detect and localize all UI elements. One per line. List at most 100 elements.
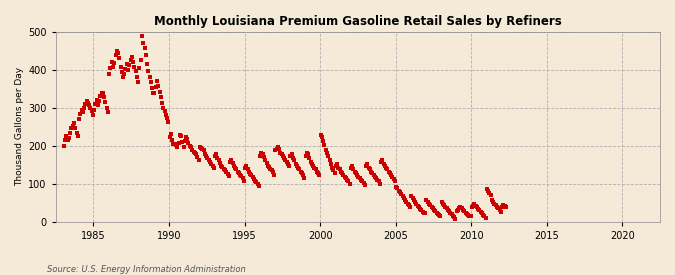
Point	[490, 203, 501, 207]
Point	[173, 141, 184, 145]
Point	[449, 215, 460, 219]
Point	[421, 198, 432, 203]
Point	[317, 135, 327, 140]
Point	[477, 211, 487, 216]
Point	[485, 193, 496, 197]
Point	[394, 188, 404, 193]
Point	[286, 152, 297, 156]
Point	[329, 171, 340, 175]
Point	[155, 95, 166, 100]
Point	[305, 160, 316, 164]
Point	[192, 155, 202, 160]
Point	[183, 141, 194, 145]
Point	[63, 136, 74, 141]
Point	[425, 203, 435, 207]
Point	[325, 162, 336, 166]
Point	[91, 98, 102, 103]
Point	[397, 194, 408, 198]
Point	[468, 204, 479, 208]
Point	[212, 156, 223, 160]
Point	[357, 179, 368, 184]
Point	[154, 90, 165, 94]
Point	[168, 142, 179, 146]
Point	[174, 133, 185, 138]
Point	[479, 214, 490, 219]
Point	[323, 154, 333, 159]
Point	[381, 166, 392, 170]
Point	[443, 207, 454, 212]
Point	[103, 109, 113, 114]
Point	[132, 75, 142, 79]
Point	[353, 175, 364, 179]
Point	[236, 174, 247, 178]
Point	[98, 91, 109, 96]
Point	[234, 171, 244, 175]
Point	[206, 162, 217, 166]
Point	[248, 177, 259, 182]
Point	[386, 173, 397, 178]
Point	[448, 213, 458, 218]
Point	[152, 78, 163, 83]
Point	[182, 137, 192, 141]
Point	[129, 65, 140, 69]
Point	[324, 158, 335, 163]
Point	[369, 175, 380, 179]
Point	[84, 103, 95, 107]
Point	[138, 40, 148, 45]
Point	[319, 143, 330, 147]
Point	[423, 200, 433, 204]
Point	[200, 152, 211, 156]
Point	[309, 166, 320, 170]
Point	[437, 201, 448, 206]
Point	[497, 203, 508, 207]
Point	[231, 167, 242, 172]
Point	[360, 163, 371, 168]
Point	[250, 178, 261, 183]
Point	[90, 102, 101, 106]
Title: Monthly Louisiana Premium Gasoline Retail Sales by Refiners: Monthly Louisiana Premium Gasoline Retai…	[154, 15, 562, 28]
Point	[133, 80, 144, 84]
Point	[335, 169, 346, 174]
Point	[340, 175, 350, 179]
Point	[188, 149, 199, 154]
Point	[489, 201, 500, 206]
Point	[81, 99, 92, 103]
Point	[414, 205, 425, 210]
Point	[292, 163, 302, 168]
Point	[349, 169, 360, 174]
Point	[246, 173, 257, 178]
Point	[275, 150, 286, 155]
Point	[144, 75, 155, 79]
Point	[289, 158, 300, 163]
Point	[472, 205, 483, 210]
Point	[474, 208, 485, 213]
Point	[401, 200, 412, 204]
Point	[274, 147, 285, 151]
Point	[134, 66, 145, 70]
Point	[142, 62, 153, 66]
Point	[440, 204, 451, 209]
Point	[435, 213, 446, 218]
Point	[330, 163, 341, 168]
Point	[430, 209, 441, 213]
Point	[107, 65, 118, 69]
Point	[240, 166, 250, 170]
Point	[238, 178, 249, 183]
Point	[408, 197, 419, 202]
Point	[310, 167, 321, 172]
Point	[342, 178, 352, 182]
Point	[277, 154, 288, 159]
Point	[70, 125, 80, 130]
Point	[285, 154, 296, 159]
Point	[241, 163, 252, 168]
Point	[88, 112, 99, 117]
Point	[223, 174, 234, 178]
Point	[417, 210, 428, 214]
Point	[484, 191, 495, 196]
Point	[388, 177, 399, 182]
Point	[178, 144, 189, 149]
Point	[193, 158, 204, 163]
Point	[308, 163, 319, 168]
Point	[411, 202, 422, 207]
Point	[338, 173, 349, 178]
